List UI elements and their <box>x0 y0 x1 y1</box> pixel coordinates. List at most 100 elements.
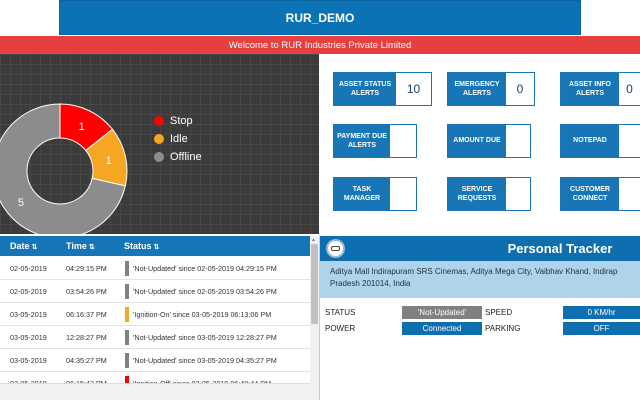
status-history-table: Date ⇅ Time ⇅ Status ⇅ 02-05-2019 04:29:15 … <box>0 236 319 400</box>
address-line-1: Aditya Mall Indirapuram SRS Cinemas, Adi… <box>330 267 618 276</box>
table-row[interactable]: 03-05-2019 06:16:37 PM 'Ignition-On' sin… <box>0 303 310 326</box>
legend-offline-marker <box>154 152 164 162</box>
emergency-alerts-label: EMERGENCY ALERTS <box>448 73 506 105</box>
speed-value: 0 KM/hr <box>563 306 640 319</box>
speed-label: SPEED <box>485 308 513 317</box>
column-header-status[interactable]: Status ⇅ <box>124 236 159 256</box>
task-manager-label: TASK MANAGER <box>334 178 390 210</box>
status-donut-chart: 1 1 5 <box>0 103 128 234</box>
service-requests-label: SERVICE REQUESTS <box>448 178 506 210</box>
panel-divider <box>319 236 320 400</box>
row-status: 'Ignition-On' since 03-05-2019 06:13:06 … <box>133 310 272 319</box>
amount-due-count <box>506 125 530 157</box>
asset-info-alerts-count: 0 <box>626 82 633 96</box>
parking-label: PARKING <box>485 324 521 333</box>
table-row[interactable]: 03-05-2019 12:28:27 PM 'Not-Updated' sin… <box>0 326 310 349</box>
tracker-address: Aditya Mall Indirapuram SRS Cinemas, Adi… <box>320 261 640 298</box>
asset-status-alerts-label: ASSET STATUS ALERTS <box>334 73 396 105</box>
table-row[interactable]: 02-05-2019 04:29:15 PM 'Not-Updated' sin… <box>0 257 310 280</box>
row-status: 'Not-Updated' since 03-05-2019 04:35:27 … <box>133 356 277 365</box>
payment-due-alerts-label: PAYMENT DUE ALERTS <box>334 125 390 157</box>
row-status: 'Not-Updated' since 02-05-2019 03:54:26 … <box>133 287 277 296</box>
row-status: 'Not-Updated' since 02-05-2019 04:29:15 … <box>133 264 277 273</box>
legend-item-idle[interactable]: Idle <box>154 130 202 148</box>
row-time: 03:54:26 PM <box>66 287 107 296</box>
tracker-title: Personal Tracker <box>507 241 613 256</box>
vehicle-status-chart-panel: 1 1 5 Stop Idle Offline <box>0 54 319 234</box>
column-header-time[interactable]: Time ⇅ <box>66 236 95 256</box>
vertical-scrollbar[interactable]: ▲ <box>310 236 319 400</box>
row-status: 'Not-Updated' since 03-05-2019 12:28:27 … <box>133 333 277 342</box>
notepad-label: NOTEPAD <box>561 125 619 157</box>
status-color-indicator <box>125 330 129 345</box>
row-date: 02-05-2019 <box>10 287 47 296</box>
donut-value-label-stop: 1 <box>79 121 85 133</box>
customer-connect-button[interactable]: CUSTOMER CONNECT <box>560 177 640 211</box>
scrollbar-thumb[interactable] <box>311 244 318 324</box>
donut-slice-offline[interactable] <box>0 103 126 234</box>
sort-icon: ⇅ <box>31 244 38 251</box>
legend-idle-label: Idle <box>170 133 188 145</box>
legend-item-stop[interactable]: Stop <box>154 112 202 130</box>
legend-idle-marker <box>154 134 164 144</box>
emergency-alerts-button[interactable]: EMERGENCY ALERTS 0 <box>447 72 535 106</box>
row-date: 02-05-2019 <box>10 264 47 273</box>
table-row[interactable]: 03-05-2019 04:35:27 PM 'Not-Updated' sin… <box>0 349 310 372</box>
service-requests-button[interactable]: SERVICE REQUESTS <box>447 177 531 211</box>
amount-due-button[interactable]: AMOUNT DUE <box>447 124 531 158</box>
row-time: 04:35:27 PM <box>66 356 107 365</box>
personal-tracker-panel: Personal Tracker Aditya Mall Indirapuram… <box>320 236 640 400</box>
notepad-button[interactable]: NOTEPAD <box>560 124 640 158</box>
row-date: 03-05-2019 <box>10 333 47 342</box>
status-value: 'Not-Updated' <box>402 306 482 319</box>
row-date: 03-05-2019 <box>10 356 47 365</box>
row-date: 03-05-2019 <box>10 310 47 319</box>
donut-value-label-offline: 5 <box>18 197 24 209</box>
asset-info-alerts-label: ASSET INFO ALERTS <box>561 73 619 105</box>
status-color-indicator <box>125 284 129 299</box>
payment-due-alerts-count <box>390 125 416 157</box>
horizontal-scrollbar[interactable] <box>0 383 310 400</box>
emergency-alerts-count: 0 <box>516 82 524 96</box>
parking-value: OFF <box>563 322 640 335</box>
task-manager-count <box>390 178 416 210</box>
status-header-label: Status <box>124 241 152 251</box>
welcome-banner: Welcome to RUR Industries Private Limite… <box>0 36 640 54</box>
time-header-label: Time <box>66 241 87 251</box>
asset-status-alerts-button[interactable]: ASSET STATUS ALERTS 10 <box>333 72 432 106</box>
status-label: STATUS <box>325 308 356 317</box>
table-row[interactable]: 02-05-2019 03:54:26 PM 'Not-Updated' sin… <box>0 280 310 303</box>
donut-value-label-idle: 1 <box>106 155 112 167</box>
tracker-header: Personal Tracker <box>320 236 640 261</box>
app-title: RUR_DEMO <box>59 0 581 35</box>
notepad-count <box>619 125 640 157</box>
customer-connect-count <box>619 178 640 210</box>
legend-stop-marker <box>154 116 164 126</box>
address-line-2: Pradesh 201014, India <box>330 279 411 288</box>
customer-connect-label: CUSTOMER CONNECT <box>561 178 619 210</box>
asset-info-alerts-button[interactable]: ASSET INFO ALERTS 0 <box>560 72 640 106</box>
asset-status-alerts-count: 10 <box>406 82 421 96</box>
power-label: POWER <box>325 324 356 333</box>
payment-due-alerts-button[interactable]: PAYMENT DUE ALERTS <box>333 124 417 158</box>
column-header-date[interactable]: Date ⇅ <box>10 236 37 256</box>
legend-stop-label: Stop <box>170 115 193 127</box>
sort-icon: ⇅ <box>153 244 160 251</box>
row-time: 04:29:15 PM <box>66 264 107 273</box>
power-value: Connected <box>402 322 482 335</box>
sort-icon: ⇅ <box>88 244 95 251</box>
row-time: 12:28:27 PM <box>66 333 107 342</box>
legend-offline-label: Offline <box>170 151 202 163</box>
chart-legend: Stop Idle Offline <box>154 112 202 166</box>
scroll-up-icon[interactable]: ▲ <box>311 237 316 243</box>
vehicle-icon <box>326 239 345 258</box>
status-color-indicator <box>125 261 129 276</box>
task-manager-button[interactable]: TASK MANAGER <box>333 177 417 211</box>
table-header: Date ⇅ Time ⇅ Status ⇅ <box>0 236 310 256</box>
legend-item-offline[interactable]: Offline <box>154 148 202 166</box>
service-requests-count <box>506 178 530 210</box>
date-header-label: Date <box>10 241 30 251</box>
status-color-indicator <box>125 307 129 322</box>
row-time: 06:16:37 PM <box>66 310 107 319</box>
